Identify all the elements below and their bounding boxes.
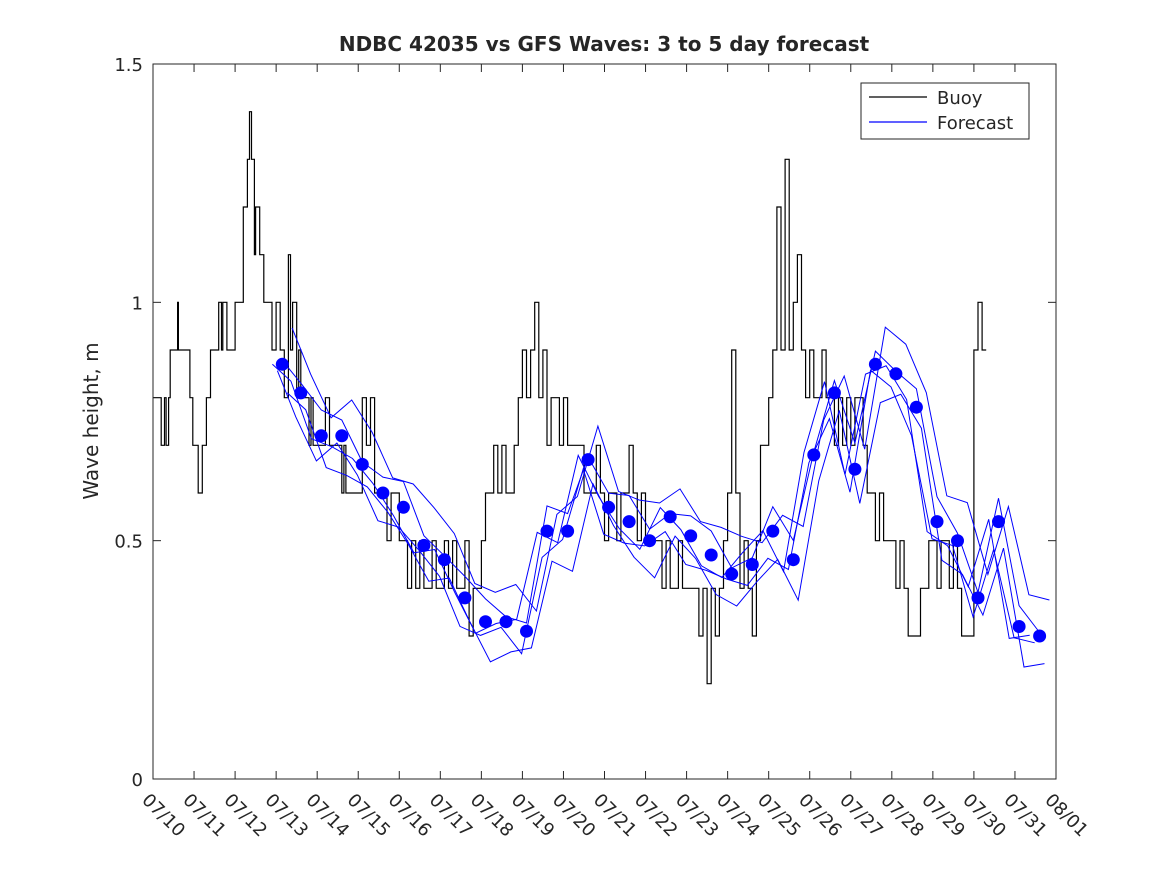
forecast-point: [971, 591, 985, 605]
legend-forecast-label: Forecast: [937, 113, 1013, 134]
forecast-point: [1033, 629, 1047, 643]
forecast-point: [725, 567, 739, 581]
forecast-point: [561, 524, 575, 538]
forecast-point: [643, 534, 657, 548]
forecast-point: [786, 553, 800, 567]
forecast-point: [766, 524, 780, 538]
forecast-point: [335, 429, 349, 443]
forecast-point: [314, 429, 328, 443]
forecast-run-line: [281, 350, 1040, 633]
forecast-point: [889, 367, 903, 381]
forecast-point: [868, 357, 882, 371]
forecast-point: [437, 553, 451, 567]
forecast-point: [581, 453, 595, 467]
forecast-point: [622, 515, 636, 529]
legend-buoy-label: Buoy: [937, 88, 983, 109]
forecast-point: [396, 500, 410, 514]
forecast-point: [745, 558, 759, 571]
forecast-series: [275, 357, 1047, 643]
buoy-series: [153, 111, 987, 685]
y-axis: 0 0.5 1 1.5: [114, 55, 1056, 791]
forecast-point: [827, 386, 841, 400]
forecast-run-line: [291, 326, 1050, 613]
buoy-line: [153, 111, 987, 685]
forecast-point: [499, 615, 513, 629]
forecast-point: [663, 510, 677, 524]
forecast-point: [992, 515, 1005, 529]
forecast-point: [704, 548, 718, 562]
forecast-point: [951, 534, 964, 548]
forecast-point: [540, 524, 554, 538]
y-axis-label: Wave height, m: [79, 342, 103, 499]
forecast-point: [376, 486, 390, 500]
forecast-point: [909, 400, 923, 414]
forecast-point: [479, 615, 492, 629]
y-tick-label: 0.5: [114, 532, 143, 553]
forecast-point: [355, 457, 369, 471]
forecast-point: [930, 515, 944, 529]
legend-box: [860, 82, 1030, 140]
forecast-run-line: [286, 392, 1045, 668]
forecast-point: [417, 538, 431, 552]
forecast-point: [275, 357, 289, 371]
forecast-point: [520, 624, 533, 638]
forecast-point: [848, 462, 862, 476]
forecast-point: [684, 529, 698, 543]
chart-title: NDBC 42035 vs GFS Waves: 3 to 5 day fore…: [339, 32, 870, 56]
forecast-point: [602, 500, 616, 514]
forecast-point: [1012, 620, 1026, 633]
legend: Buoy Forecast: [860, 82, 1030, 140]
forecast-point: [294, 386, 308, 400]
y-tick-label: 1.5: [114, 55, 143, 76]
y-tick-label: 1: [132, 293, 143, 314]
forecast-point: [458, 591, 472, 605]
forecast-point: [807, 448, 821, 462]
y-tick-label: 0: [132, 770, 143, 791]
